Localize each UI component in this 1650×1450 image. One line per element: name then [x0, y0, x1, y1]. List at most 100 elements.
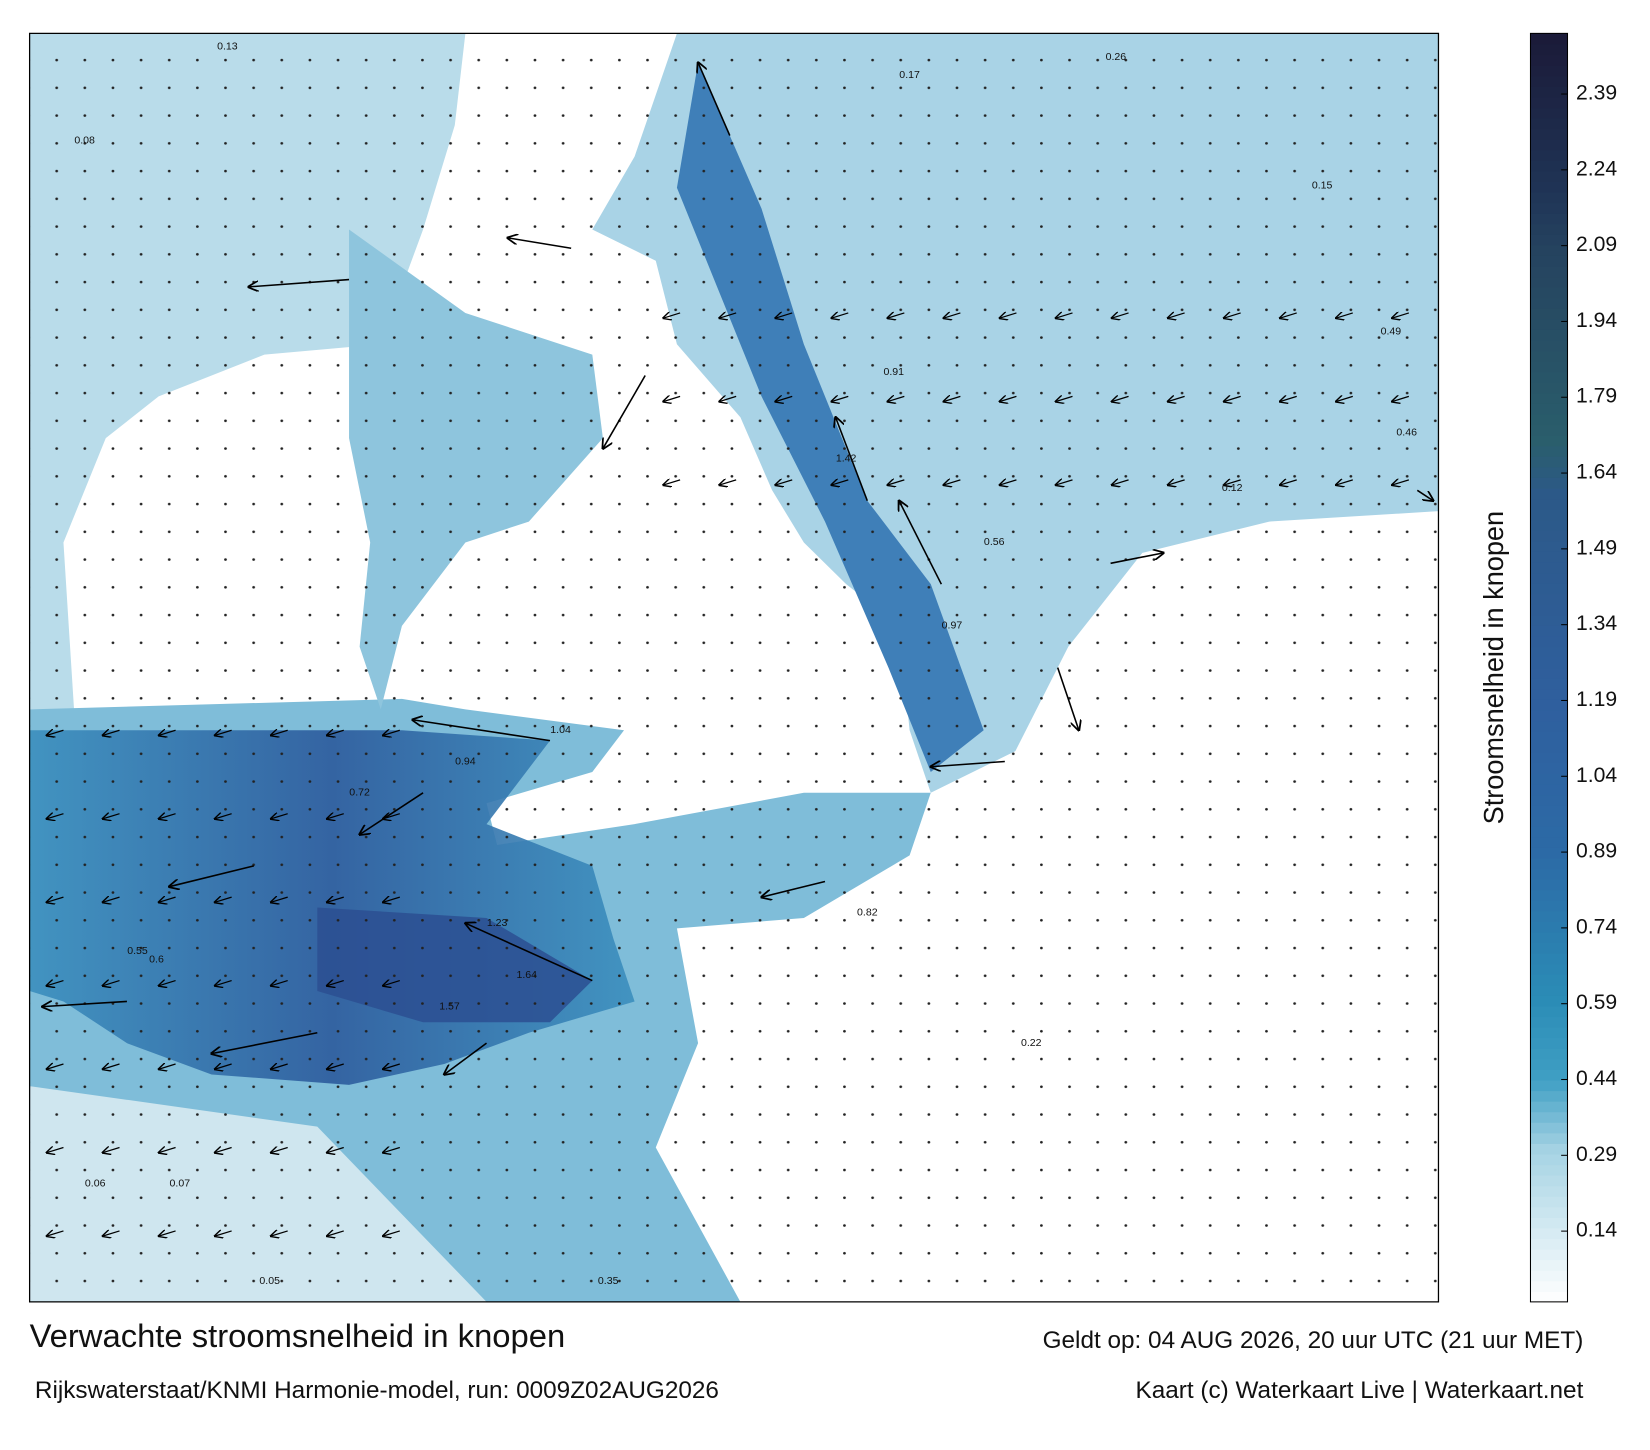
colorbar-segment — [1530, 1164, 1568, 1176]
colorbar-segment — [1530, 371, 1568, 383]
current-arrow — [42, 1001, 127, 1006]
current-arrow — [1280, 313, 1297, 318]
current-label: 0.22 — [1021, 1037, 1042, 1049]
subtitle: Rijkswaterstaat/KNMI Harmonie-model, run… — [35, 1377, 719, 1404]
current-arrow — [159, 1231, 176, 1236]
colorbar-segment — [1530, 128, 1568, 140]
current-arrow — [1056, 313, 1073, 318]
colorbar-segment — [1530, 297, 1568, 309]
colorbar-segment — [1530, 900, 1568, 912]
current-arrow — [1056, 396, 1073, 401]
colorbar-segment — [1530, 339, 1568, 352]
current-arrow — [1056, 480, 1073, 485]
current-label: 1.23 — [487, 917, 508, 929]
current-arrow — [1112, 313, 1129, 318]
current-arrow — [887, 480, 905, 485]
current-arrow — [159, 730, 176, 735]
current-arrow — [1168, 480, 1185, 485]
colorbar-segment — [1530, 1111, 1568, 1123]
current-arrow — [159, 981, 176, 986]
title: Verwachte stroomsnelheid in knopen — [30, 1318, 566, 1354]
colorbar-segment — [1530, 170, 1568, 182]
colorbar-tick-label: 0.29 — [1576, 1143, 1617, 1166]
colorbar-tick-label: 2.24 — [1576, 157, 1617, 180]
colorbar-segment — [1530, 466, 1568, 478]
colorbar-segment — [1530, 583, 1568, 595]
map-area: 0.13 0.26 0.91 1.42 0.56 0.97 1.04 0.94 1.23 1.64… — [29, 33, 1439, 1302]
colorbar-segment — [1530, 435, 1568, 447]
current-arrow — [327, 814, 344, 819]
current-arrow — [327, 730, 344, 735]
current-arrow — [1416, 489, 1433, 500]
colorbar-segment — [1530, 625, 1568, 637]
current-arrow — [1280, 396, 1297, 401]
colorbar-tick-label: 1.34 — [1576, 612, 1617, 635]
colorbar-segment — [1530, 921, 1568, 933]
current-arrow — [1392, 480, 1410, 485]
current-label: 0.49 — [1381, 326, 1402, 338]
current-arrow — [719, 480, 737, 485]
current-arrow — [465, 923, 593, 982]
current-arrow — [1224, 480, 1241, 485]
colorbar-tick-label: 0.59 — [1576, 991, 1617, 1014]
current-label: 0.56 — [984, 536, 1005, 548]
colorbar-tick-label: 0.44 — [1576, 1067, 1617, 1090]
current-arrow — [831, 313, 849, 318]
current-arrows — [42, 63, 1433, 1237]
current-arrow — [47, 1231, 64, 1236]
colorbar-segment — [1530, 255, 1568, 267]
colorbar-segment — [1530, 635, 1568, 648]
colorbar-segment — [1530, 667, 1568, 679]
colorbar-segment — [1530, 1027, 1568, 1039]
current-label: 0.13 — [217, 41, 238, 53]
current-arrow — [762, 880, 826, 897]
current-arrow — [271, 897, 288, 902]
colorbar-segment — [1530, 1175, 1568, 1187]
colorbar-segment — [1530, 382, 1568, 394]
colorbar-segment — [1530, 794, 1568, 806]
current-arrow — [383, 981, 400, 986]
colorbar-segment — [1530, 1143, 1568, 1155]
colorbar-segment — [1530, 731, 1568, 743]
current-arrow — [1168, 396, 1185, 401]
colorbar-segment — [1530, 720, 1568, 732]
current-arrow — [1000, 313, 1017, 318]
colorbar-segment — [1530, 826, 1568, 838]
colorbar-segment — [1530, 910, 1568, 922]
colorbar-segment — [1530, 160, 1568, 172]
colorbar-segment — [1530, 318, 1568, 330]
colorbar-segment — [1530, 392, 1568, 404]
colorbar-segment — [1530, 1058, 1568, 1070]
colorbar-segment — [1530, 149, 1568, 161]
colorbar-segment — [1530, 879, 1568, 891]
current-arrow — [215, 981, 232, 986]
current-arrow — [103, 981, 120, 986]
current-arrow — [103, 1147, 120, 1152]
colorbar-segment — [1530, 773, 1568, 785]
current-arrow — [1336, 480, 1353, 485]
current-arrow — [271, 1231, 288, 1236]
current-label: 1.04 — [550, 724, 571, 736]
current-arrow — [899, 501, 943, 585]
colorbar-segment — [1530, 1037, 1568, 1049]
colorbar-tick-label: 0.74 — [1576, 916, 1617, 939]
colorbar-segment — [1530, 931, 1568, 944]
colorbar-segment — [1530, 572, 1568, 584]
colorbar-tick-label: 1.79 — [1576, 385, 1617, 408]
colorbar-segment — [1530, 699, 1568, 711]
current-arrow — [1000, 480, 1017, 485]
colorbar-segment — [1530, 1259, 1568, 1271]
colorbar-segment — [1530, 1079, 1568, 1092]
colorbar-segment — [1530, 86, 1568, 98]
colorbar-segment — [1530, 456, 1568, 468]
colorbar-tick-label: 1.19 — [1576, 688, 1617, 711]
colorbar-segment — [1530, 181, 1568, 193]
current-arrow — [383, 1147, 400, 1152]
colorbar-segment — [1530, 836, 1568, 848]
colorbar-segment — [1530, 709, 1568, 722]
valid-time: Geldt op: 04 AUG 2026, 20 uur UTC (21 uu… — [1043, 1327, 1584, 1354]
colorbar-segment — [1530, 265, 1568, 278]
current-arrow — [215, 1231, 232, 1236]
colorbar-segment — [1530, 213, 1568, 225]
map-frame — [28, 32, 1440, 1303]
